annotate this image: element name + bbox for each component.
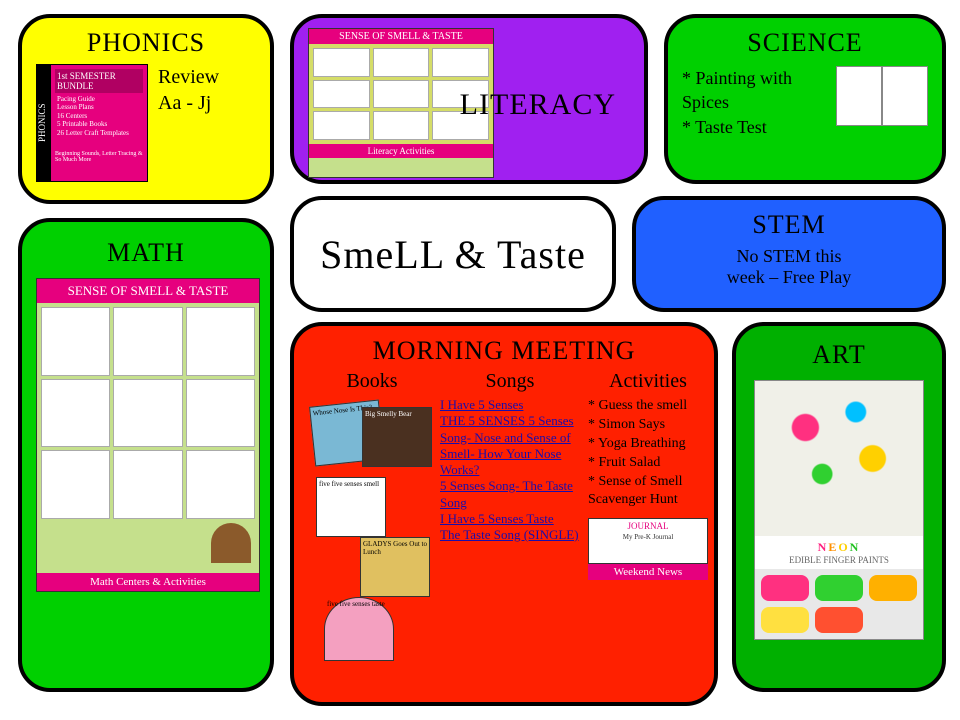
math-thumb-grid — [37, 303, 259, 523]
journal-sub: My Pre-K Journal — [623, 533, 674, 541]
book-cover: five five senses smell — [316, 477, 386, 537]
science-item: * Taste Test — [682, 115, 828, 139]
stem-text: No STEM this week – Free Play — [650, 246, 928, 288]
activity-item: * Guess the smell — [588, 397, 708, 416]
songs-list: I Have 5 Senses THE 5 SENSES 5 Senses So… — [440, 397, 580, 543]
literacy-card: SENSE OF SMELL & TASTE Literacy Activiti… — [290, 14, 648, 184]
phonics-thumbnail: PHONICS 1st SEMESTER BUNDLE Pacing Guide… — [36, 64, 148, 182]
math-title: MATH — [36, 238, 256, 268]
theme-title: SmeLL & Taste — [320, 231, 586, 278]
math-thumbnail: SENSE OF SMELL & TASTE Math Centers & Ac… — [36, 278, 260, 592]
paint-swatch — [815, 575, 863, 601]
books-column: Books Whose Nose Is This? Big Smelly Bea… — [308, 370, 436, 698]
songs-column: Songs I Have 5 Senses THE 5 SENSES 5 Sen… — [436, 370, 584, 698]
journal-label: JOURNAL — [627, 521, 668, 531]
paint-swatch — [761, 607, 809, 633]
activity-item: * Yoga Breathing — [588, 435, 708, 454]
bullet: Pacing Guide — [57, 95, 143, 103]
science-body: * Painting with Spices * Taste Test — [682, 66, 928, 139]
phonics-review: Review Aa - Jj — [158, 64, 219, 116]
science-worksheet-thumbs — [836, 66, 928, 139]
activity-item: * Sense of Smell Scavenger Hunt — [588, 473, 708, 511]
math-thumb-char — [37, 523, 259, 573]
phonics-card: PHONICS PHONICS 1st SEMESTER BUNDLE Paci… — [18, 14, 274, 204]
math-thumb-header: SENSE OF SMELL & TASTE — [37, 279, 259, 303]
bullet: 26 Letter Craft Templates — [57, 129, 143, 137]
neon-label: NEON — [759, 540, 919, 555]
book-cover: five five senses taste — [324, 597, 394, 661]
bullet: 5 Printable Books — [57, 120, 143, 128]
theme-title-card: SmeLL & Taste — [290, 196, 616, 312]
science-item: * Painting with Spices — [682, 66, 828, 115]
book-cover: Big Smelly Bear — [362, 407, 432, 467]
science-card: SCIENCE * Painting with Spices * Taste T… — [664, 14, 946, 184]
meeting-title: MORNING MEETING — [308, 336, 700, 366]
art-sublabel: EDIBLE FINGER PAINTS — [759, 555, 919, 565]
literacy-title: LITERACY — [460, 88, 616, 122]
math-card: MATH SENSE OF SMELL & TASTE Math Centers… — [18, 218, 274, 692]
books-heading: Books — [312, 370, 432, 393]
phonics-bullets: Pacing Guide Lesson Plans 16 Centers 5 P… — [57, 95, 143, 137]
journal-thumb: JOURNAL My Pre-K Journal Weekend News — [588, 518, 708, 580]
paint-palette — [755, 569, 923, 639]
art-card: ART NEON EDIBLE FINGER PAINTS — [732, 322, 946, 692]
activity-item: * Fruit Salad — [588, 454, 708, 473]
books-stack: Whose Nose Is This? Big Smelly Bear five… — [312, 397, 432, 677]
activities-column: Activities * Guess the smell * Simon Say… — [584, 370, 712, 698]
art-label: NEON EDIBLE FINGER PAINTS — [755, 536, 923, 569]
literacy-thumb-header: SENSE OF SMELL & TASTE — [309, 29, 493, 44]
stem-card: STEM No STEM this week – Free Play — [632, 196, 946, 312]
paint-swatch — [761, 575, 809, 601]
journal-header: JOURNAL My Pre-K Journal — [588, 518, 708, 564]
math-thumb-footer: Math Centers & Activities — [37, 573, 259, 591]
song-link[interactable]: 5 Senses Song- The Taste Song — [440, 478, 580, 511]
science-title: SCIENCE — [682, 28, 928, 58]
morning-meeting-card: MORNING MEETING Books Whose Nose Is This… — [290, 322, 718, 706]
meeting-columns: Books Whose Nose Is This? Big Smelly Bea… — [308, 370, 700, 698]
phonics-footer: Beginning Sounds, Letter Tracing & So Mu… — [55, 151, 143, 163]
worksheet-thumb — [836, 66, 882, 126]
song-link[interactable]: I Have 5 Senses Taste — [440, 511, 580, 527]
worksheet-thumb — [882, 66, 928, 126]
activity-item: * Simon Says — [588, 416, 708, 435]
bullet: 16 Centers — [57, 112, 143, 120]
phonics-side-label: PHONICS — [37, 65, 51, 181]
song-link[interactable]: The Taste Song (SINGLE) — [440, 527, 580, 543]
phonics-banner: 1st SEMESTER BUNDLE — [55, 69, 143, 93]
stem-title: STEM — [650, 210, 928, 240]
phonics-body: PHONICS 1st SEMESTER BUNDLE Pacing Guide… — [36, 64, 256, 182]
activities-heading: Activities — [588, 370, 708, 393]
bullet: Lesson Plans — [57, 103, 143, 111]
song-link[interactable]: I Have 5 Senses — [440, 397, 580, 413]
book-cover: GLADYS Goes Out to Lunch — [360, 537, 430, 597]
song-link[interactable]: THE 5 SENSES 5 Senses Song- Nose and Sen… — [440, 413, 580, 478]
science-items: * Painting with Spices * Taste Test — [682, 66, 828, 139]
activities-list: * Guess the smell * Simon Says * Yoga Br… — [588, 397, 708, 510]
paint-swatch — [869, 575, 917, 601]
paint-swatch — [815, 607, 863, 633]
phonics-title: PHONICS — [36, 28, 256, 58]
journal-footer: Weekend News — [588, 564, 708, 580]
art-splash — [755, 381, 923, 536]
songs-heading: Songs — [440, 370, 580, 393]
art-title: ART — [750, 340, 928, 370]
art-image: NEON EDIBLE FINGER PAINTS — [754, 380, 924, 640]
literacy-thumb-footer: Literacy Activities — [309, 144, 493, 158]
